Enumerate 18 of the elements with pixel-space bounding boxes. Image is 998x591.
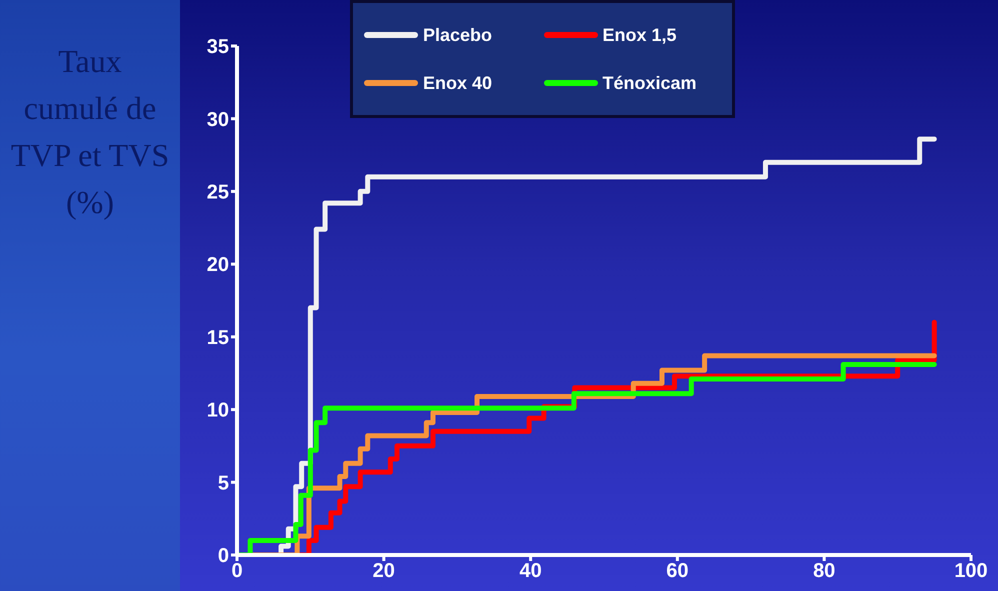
legend-label: Placebo: [423, 24, 492, 46]
y-tick-label: 15: [206, 326, 229, 349]
y-tick-label: 30: [206, 108, 229, 131]
y-tick-label: 5: [218, 472, 229, 494]
y-tick-label: 35: [206, 36, 229, 58]
y-tick-label: 25: [206, 182, 229, 204]
y-tick-label: 20: [206, 254, 229, 276]
legend-label: Enox 1,5: [602, 24, 677, 46]
x-tick-label: 20: [372, 560, 395, 582]
x-tick-label: 80: [813, 560, 836, 582]
x-tick-label: 100: [954, 560, 988, 582]
y-axis-title: Taux cumulé de TVP et TVS (%): [10, 42, 170, 222]
legend-label: Ténoxicam: [602, 72, 697, 94]
y-tick-label: 0: [218, 545, 229, 568]
y-tick-label: 10: [206, 400, 229, 422]
x-tick-label: 60: [666, 560, 689, 582]
legend-label: Enox 40: [423, 72, 492, 94]
x-tick-label: 40: [519, 560, 542, 582]
